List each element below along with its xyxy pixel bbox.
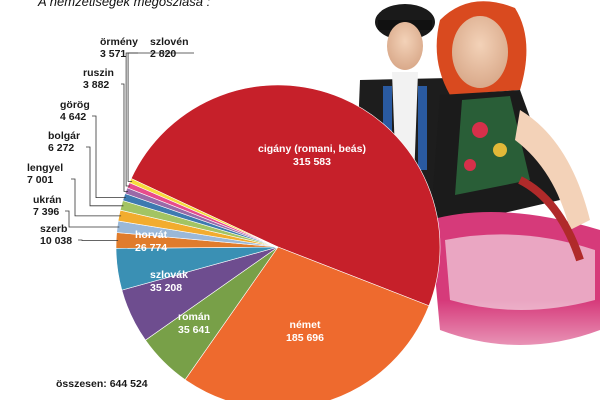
pie-slice-nemet xyxy=(184,246,430,400)
slice-value-gorog: 4 642 xyxy=(60,111,86,123)
slice-label-bolgar: bolgár xyxy=(48,130,80,142)
slice-value-lengyel: 7 001 xyxy=(27,174,53,186)
slice-value-szloven: 2 820 xyxy=(150,48,176,60)
leader-line-szloven xyxy=(127,52,194,182)
slice-value-szlovak: 35 208 xyxy=(150,282,182,294)
slice-label-horvat: horvát xyxy=(135,229,168,241)
slice-label-szerb: szerb xyxy=(40,223,67,235)
slice-value-ruszin: 3 882 xyxy=(83,79,109,91)
slice-label-roman: román xyxy=(178,311,210,323)
slice-value-szerb: 10 038 xyxy=(40,235,72,247)
slice-value-cigany-romani-beas: 315 583 xyxy=(293,156,331,168)
female-dancer-figure xyxy=(430,1,600,345)
slice-label-gorog: görög xyxy=(60,99,90,111)
slice-label-ruszin: ruszin xyxy=(83,67,114,79)
slice-value-nemet: 185 696 xyxy=(286,332,324,344)
slice-value-horvat: 26 774 xyxy=(135,242,167,254)
slice-value-ormeny: 3 571 xyxy=(100,48,126,60)
slice-label-nemet: német xyxy=(290,319,321,331)
slice-value-ukran: 7 396 xyxy=(33,206,59,218)
pie-slice-szloven xyxy=(128,178,279,248)
chart-title: A nemzetiségek megoszlása : xyxy=(38,0,211,9)
slice-label-szlovak: szlovák xyxy=(150,269,188,281)
leader-line-bolgar xyxy=(86,146,124,207)
slice-label-cigany-romani-beas: cigány (romani, beás) xyxy=(258,143,366,155)
leader-line-ruszin xyxy=(121,83,128,192)
leader-line-gorog xyxy=(92,115,126,199)
leader-lines xyxy=(65,52,194,241)
total-label: összesen: 644 524 xyxy=(56,378,148,390)
slice-label-ukran: ukrán xyxy=(33,194,62,206)
leader-line-lengyel xyxy=(71,178,122,217)
slice-label-lengyel: lengyel xyxy=(27,162,63,174)
leader-line-ukran xyxy=(65,210,120,228)
pie-layer xyxy=(115,84,441,400)
slice-value-bolgar: 6 272 xyxy=(48,142,74,154)
slice-label-ormeny: örmény xyxy=(100,36,138,48)
pie-slice-cigany-romani-beas xyxy=(130,84,441,307)
leader-line-szerb xyxy=(78,239,119,241)
slice-label-szloven: szlovén xyxy=(150,36,189,48)
slice-value-roman: 35 641 xyxy=(178,324,210,336)
